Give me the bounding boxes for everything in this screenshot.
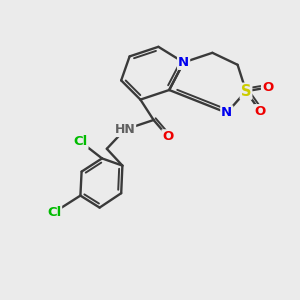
Text: O: O bbox=[262, 81, 273, 94]
Text: O: O bbox=[162, 130, 174, 143]
Text: Cl: Cl bbox=[47, 206, 61, 219]
Text: N: N bbox=[178, 56, 189, 69]
Text: Cl: Cl bbox=[73, 135, 88, 148]
Text: S: S bbox=[241, 84, 251, 99]
Text: HN: HN bbox=[114, 123, 135, 136]
Text: N: N bbox=[221, 106, 232, 119]
Text: O: O bbox=[255, 105, 266, 118]
